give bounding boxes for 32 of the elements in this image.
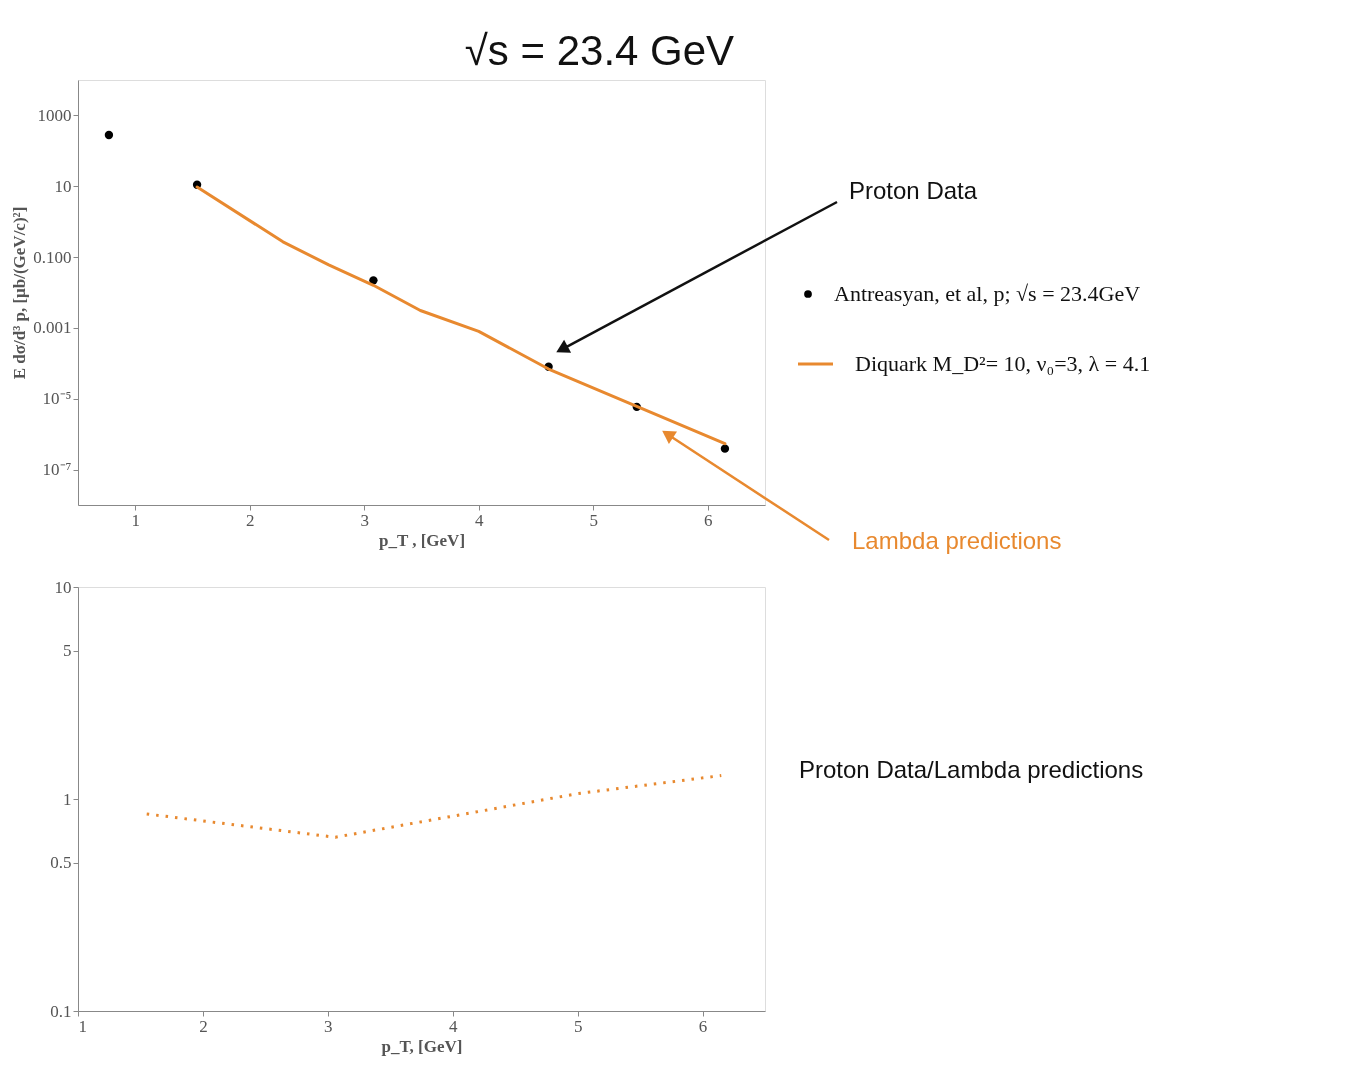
legend-label: Antreasyan, et al, p; √s = 23.4GeV [834,281,1141,306]
x-tick-label: 5 [589,510,598,530]
y-tick-label: 10⁻⁵ [42,389,72,409]
x-tick-label: 4 [475,510,484,530]
x-tick-label: 3 [324,1016,333,1036]
x-axis-title: p_T, [GeV] [381,1036,463,1056]
y-tick-label: 10 [54,577,72,597]
x-tick-label: 6 [698,1016,708,1036]
text: Lambda predictions [852,527,1062,554]
legend-label: Diquark M_D²= 10, ν₀=3, λ = 4.1 [855,351,1151,376]
x-tick-label: 6 [704,510,713,530]
y-tick-label: 0.100 [33,247,72,267]
y-tick-label: 1000 [37,105,72,125]
text: Proton Data [849,177,978,204]
y-tick-label: 10⁻⁷ [42,460,72,480]
y-tick-label: 0.5 [50,853,72,873]
x-tick-label: 1 [131,510,140,530]
x-tick-label: 5 [573,1016,583,1036]
y-tick-label: 0.001 [33,318,72,338]
x-tick-label: 1 [78,1016,87,1036]
y-tick-label: 5 [63,641,72,661]
x-tick-label: 2 [246,510,255,530]
y-tick-label: 0.1 [50,1001,72,1021]
y-tick-label: 10 [54,176,72,196]
text: Proton Data/Lambda predictions [799,756,1144,783]
x-tick-label: 2 [199,1016,208,1036]
x-tick-label: 3 [360,510,369,530]
y-axis-title: E dσ/d³ p, [μb/(GeV/c)²] [10,206,30,380]
chart-title: √s = 23.4 GeV [464,27,735,74]
y-tick-label: 1 [63,789,72,809]
x-tick-label: 4 [448,1016,458,1036]
x-axis-title: p_T , [GeV] [378,530,466,550]
